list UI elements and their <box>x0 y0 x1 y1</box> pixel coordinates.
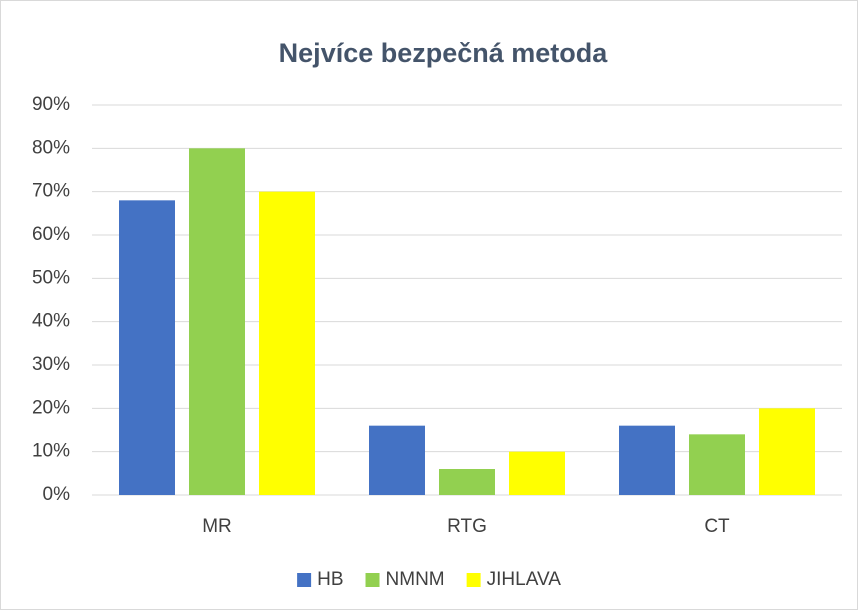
x-tick-label: RTG <box>447 516 487 537</box>
y-tick-label: 10% <box>32 441 70 462</box>
bar <box>189 148 245 496</box>
y-tick-label: 80% <box>32 137 70 158</box>
legend-swatch <box>466 573 481 587</box>
x-tick-label: MR <box>202 516 232 537</box>
bar <box>689 434 745 495</box>
y-tick-label: 90% <box>32 94 70 115</box>
y-tick-label: 20% <box>32 397 70 418</box>
legend-swatch <box>297 573 312 587</box>
legend-label: HB <box>317 569 343 590</box>
y-tick-label: 0% <box>43 484 71 505</box>
bar <box>509 451 565 495</box>
y-tick-label: 60% <box>32 224 70 245</box>
legend-swatch <box>365 573 380 587</box>
y-tick-label: 70% <box>32 181 70 202</box>
y-tick-label: 50% <box>32 267 70 288</box>
x-tick-label: CT <box>704 516 730 537</box>
bar <box>439 469 495 495</box>
legend-label: NMNM <box>386 569 445 590</box>
bar <box>119 200 175 496</box>
y-tick-label: 30% <box>32 354 70 375</box>
legend-label: JIHLAVA <box>487 569 562 590</box>
y-tick-label: 40% <box>32 311 70 332</box>
bar <box>259 191 315 495</box>
bar <box>619 425 675 495</box>
bar <box>369 425 425 495</box>
bar <box>759 408 815 495</box>
chart-title: Nejvíce bezpečná metoda <box>279 38 609 68</box>
